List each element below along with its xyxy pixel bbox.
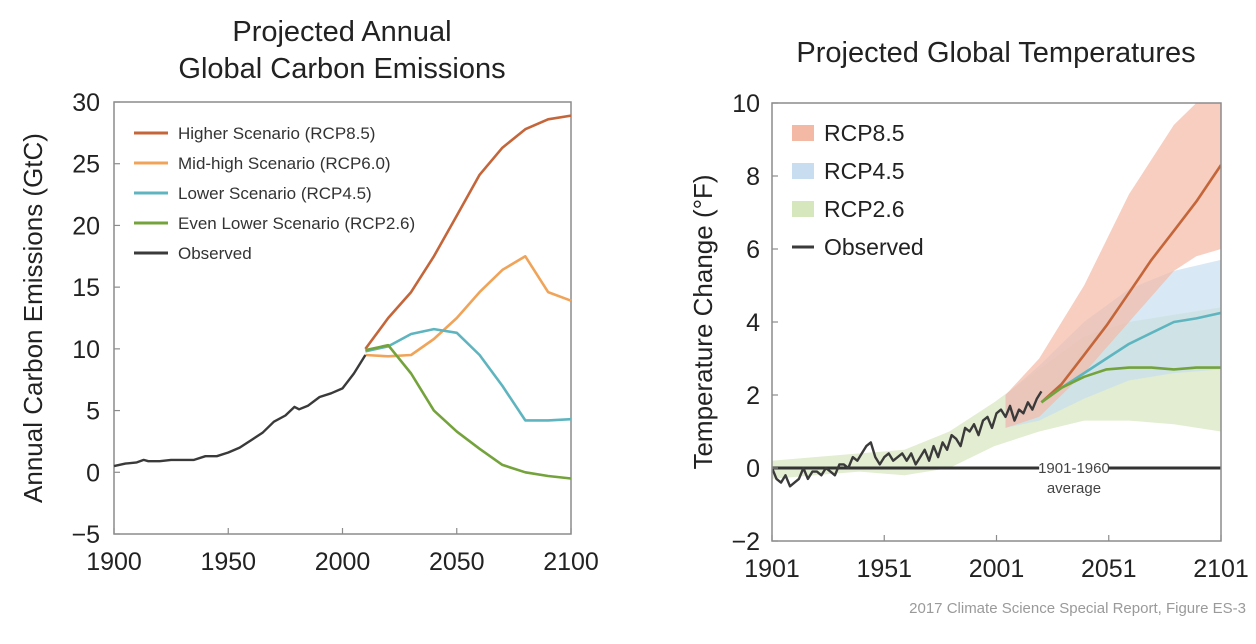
x-tick-label: 1900 <box>86 548 142 576</box>
y-tick-label: 4 <box>746 309 760 337</box>
legend-label: Higher Scenario (RCP8.5) <box>178 124 375 143</box>
series-line-observed <box>113 354 367 468</box>
x-tick-label: 1951 <box>856 555 912 583</box>
legend-swatch-rcp85_band <box>792 125 814 141</box>
legend-label: RCP2.6 <box>824 196 905 222</box>
x-tick-label: 1901 <box>744 555 800 583</box>
series-line-rcp26 <box>365 343 572 480</box>
figure-canvas: Projected Annual Global Carbon Emissions A… <box>18 16 1249 583</box>
y-tick-label: 0 <box>746 455 760 483</box>
legend-swatch-rcp26_band <box>792 201 814 217</box>
legend-label: Mid-high Scenario (RCP6.0) <box>178 154 391 173</box>
baseline-label: average <box>1047 480 1101 497</box>
x-tick-label: 2101 <box>1193 555 1249 583</box>
chart-title: Global Carbon Emissions <box>178 53 505 85</box>
emissions-chart: Projected Annual Global Carbon Emissions A… <box>18 16 599 576</box>
x-tick-label: 2000 <box>315 548 371 576</box>
y-tick-label: 5 <box>86 398 100 426</box>
series-line-observed <box>772 390 1043 488</box>
series-line-rcp60 <box>365 255 572 358</box>
x-tick-label: 2051 <box>1081 555 1137 583</box>
y-tick-label: 30 <box>72 89 100 117</box>
temperature-chart: 1901-1960 average Projected Global Tempera… <box>688 37 1249 583</box>
y-axis-label: Temperature Change (°F) <box>688 174 718 469</box>
y-tick-label: −2 <box>731 528 760 556</box>
chart-title: Projected Global Temperatures <box>796 37 1195 69</box>
series-line-rcp85 <box>364 114 572 350</box>
plot-area <box>772 103 1221 488</box>
y-tick-label: 6 <box>746 236 760 264</box>
baseline-label: 1901-1960 <box>1038 460 1110 477</box>
y-tick-label: 0 <box>86 459 100 487</box>
figure-caption: 2017 Climate Science Special Report, Fig… <box>909 600 1246 617</box>
legend-label: Observed <box>824 234 924 260</box>
y-tick-label: 2 <box>746 382 760 410</box>
legend-label: Even Lower Scenario (RCP2.6) <box>178 214 415 233</box>
series-line-rcp26 <box>1040 366 1221 404</box>
legend-swatch-rcp45_band <box>792 163 814 179</box>
chart-title: Projected Annual <box>232 16 451 48</box>
y-tick-label: 20 <box>72 212 100 240</box>
y-tick-label: 10 <box>732 90 760 118</box>
x-tick-label: 1950 <box>200 548 256 576</box>
x-tick-label: 2050 <box>429 548 485 576</box>
y-tick-label: −5 <box>71 521 100 549</box>
y-axis-label: Annual Carbon Emissions (GtC) <box>18 133 48 503</box>
series-line-rcp45 <box>365 327 572 422</box>
legend-label: RCP4.5 <box>824 158 905 184</box>
legend-label: RCP8.5 <box>824 120 905 146</box>
legend-label: Lower Scenario (RCP4.5) <box>178 184 372 203</box>
x-tick-label: 2100 <box>543 548 599 576</box>
series-line-rcp85 <box>1040 164 1221 404</box>
range-band-rcp85 <box>1005 103 1221 428</box>
y-tick-label: 10 <box>72 336 100 364</box>
y-tick-label: 15 <box>72 274 100 302</box>
y-tick-label: 25 <box>72 151 100 179</box>
y-tick-label: 8 <box>746 163 760 191</box>
legend-label: Observed <box>178 244 252 263</box>
x-tick-label: 2001 <box>969 555 1025 583</box>
